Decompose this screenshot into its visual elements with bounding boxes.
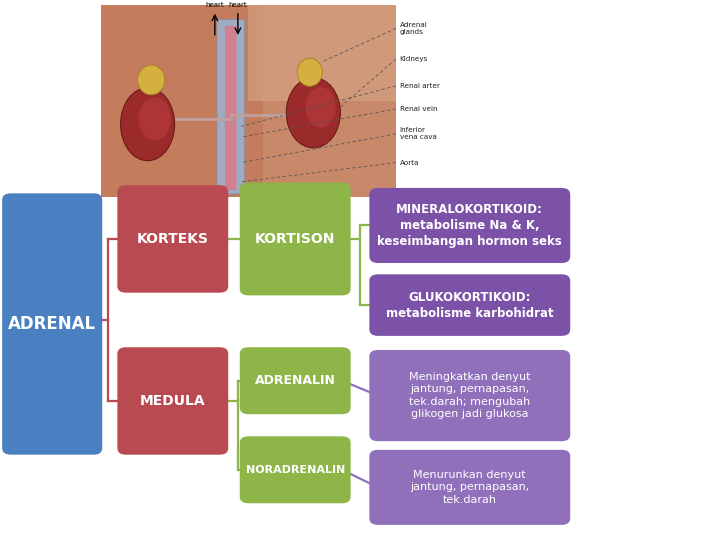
Text: Inferior
vena cava: Inferior vena cava bbox=[400, 127, 436, 140]
Text: KORTISON: KORTISON bbox=[255, 232, 336, 246]
FancyBboxPatch shape bbox=[369, 350, 570, 441]
Text: Adrenal
glands: Adrenal glands bbox=[400, 22, 428, 35]
Text: From
heart: From heart bbox=[228, 0, 247, 8]
FancyBboxPatch shape bbox=[369, 188, 570, 263]
Text: Menurunkan denyut
jantung, pernapasan,
tek.darah: Menurunkan denyut jantung, pernapasan, t… bbox=[410, 470, 529, 505]
Ellipse shape bbox=[287, 78, 341, 148]
Text: MEDULA: MEDULA bbox=[140, 394, 206, 408]
FancyBboxPatch shape bbox=[2, 193, 102, 455]
Text: ADRENALIN: ADRENALIN bbox=[255, 374, 336, 387]
Ellipse shape bbox=[305, 87, 336, 127]
Text: Renal vein: Renal vein bbox=[400, 106, 437, 112]
Text: Kidneys: Kidneys bbox=[400, 56, 428, 62]
FancyBboxPatch shape bbox=[225, 26, 236, 190]
Ellipse shape bbox=[138, 65, 165, 95]
Text: Aorta: Aorta bbox=[400, 160, 419, 166]
Ellipse shape bbox=[139, 97, 171, 140]
FancyBboxPatch shape bbox=[369, 274, 570, 336]
Text: KORTEKS: KORTEKS bbox=[137, 232, 209, 246]
Text: NORADRENALIN: NORADRENALIN bbox=[246, 465, 345, 475]
FancyBboxPatch shape bbox=[369, 450, 570, 525]
FancyBboxPatch shape bbox=[240, 183, 351, 295]
FancyBboxPatch shape bbox=[240, 347, 351, 414]
Text: To
heart: To heart bbox=[205, 0, 224, 8]
FancyBboxPatch shape bbox=[117, 347, 228, 455]
FancyBboxPatch shape bbox=[101, 5, 264, 197]
Text: MINERALOKORTIKOID:
metabolisme Na & K,
keseimbangan hormon seks: MINERALOKORTIKOID: metabolisme Na & K, k… bbox=[377, 203, 562, 248]
FancyBboxPatch shape bbox=[248, 5, 396, 102]
FancyBboxPatch shape bbox=[101, 5, 396, 197]
Ellipse shape bbox=[121, 88, 175, 161]
Text: Renal arter: Renal arter bbox=[400, 83, 440, 89]
Text: ADRENAL: ADRENAL bbox=[8, 315, 96, 333]
FancyBboxPatch shape bbox=[217, 19, 244, 194]
Ellipse shape bbox=[297, 58, 323, 86]
FancyBboxPatch shape bbox=[240, 436, 351, 503]
Text: GLUKOKORTIKOID:
metabolisme karbohidrat: GLUKOKORTIKOID: metabolisme karbohidrat bbox=[386, 291, 554, 320]
FancyBboxPatch shape bbox=[117, 185, 228, 293]
Text: Meningkatkan denyut
jantung, pernapasan,
tek.darah; mengubah
glikogen jadi gluko: Meningkatkan denyut jantung, pernapasan,… bbox=[409, 372, 531, 419]
